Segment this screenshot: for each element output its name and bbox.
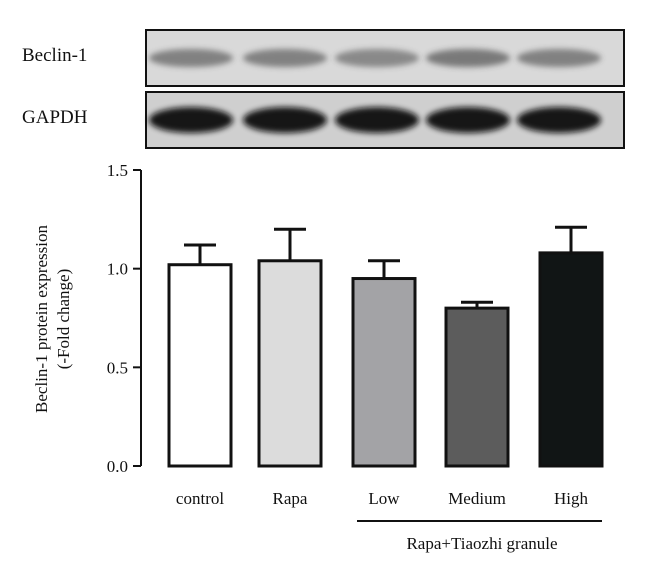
x-tick-label: High	[554, 489, 589, 508]
blot-band	[243, 107, 327, 133]
y-tick-label: 0.0	[107, 457, 128, 476]
bar-high	[538, 251, 604, 468]
y-tick-label: 0.5	[107, 358, 128, 377]
blot-band	[517, 49, 601, 67]
x-tick-label: control	[176, 489, 224, 508]
bar-chart: 0.0 0.5 1.0 1.5 control Rapa Low Medium High Be…	[32, 161, 604, 553]
y-axis: 0.0 0.5 1.0 1.5	[107, 161, 142, 476]
bar-low	[351, 277, 417, 468]
bars	[167, 225, 604, 468]
blot-band	[243, 49, 327, 67]
y-axis-title-line1: Beclin-1 protein expression	[32, 225, 51, 413]
blot-label-beclin: Beclin-1	[22, 45, 87, 66]
group-label: Rapa+Tiaozhi granule	[406, 534, 557, 553]
x-tick-label: Rapa	[273, 489, 308, 508]
blot-band	[149, 107, 233, 133]
blot-band	[517, 107, 601, 133]
blot-band	[149, 49, 233, 67]
blot-band	[335, 107, 419, 133]
bar-rapa	[257, 259, 323, 468]
bar-medium	[444, 306, 510, 468]
blot-band	[426, 107, 510, 133]
x-tick-label: Low	[368, 489, 400, 508]
blot-gapdh: GAPDH	[22, 91, 625, 149]
x-tick-label: Medium	[448, 489, 506, 508]
blot-beclin: Beclin-1	[22, 29, 625, 87]
y-tick-label: 1.0	[107, 260, 128, 279]
y-axis-title-line2: (-Fold change)	[54, 269, 73, 370]
bar-control	[167, 263, 233, 468]
x-tick-labels: control Rapa Low Medium High	[176, 489, 589, 508]
blot-bands-beclin	[149, 49, 601, 67]
blot-label-gapdh: GAPDH	[22, 107, 88, 128]
blot-bands-gapdh	[149, 107, 601, 133]
blot-band	[335, 49, 419, 67]
y-tick-label: 1.5	[107, 161, 128, 180]
blot-band	[426, 49, 510, 67]
